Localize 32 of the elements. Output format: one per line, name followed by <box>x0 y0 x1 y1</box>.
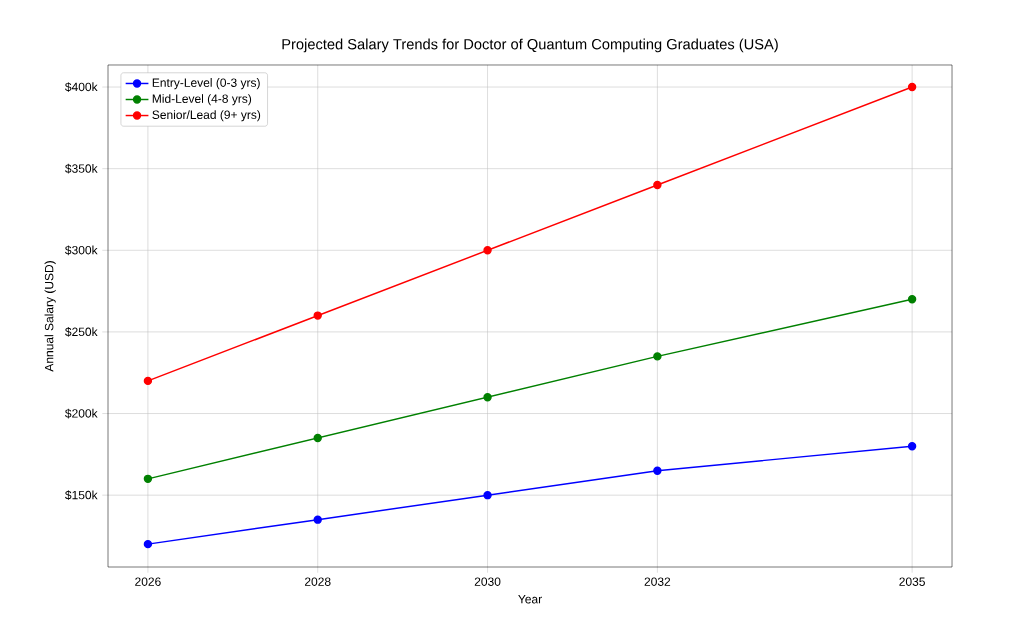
legend-label: Senior/Lead (9+ yrs) <box>152 110 261 122</box>
x-tick-label: 2030 <box>474 577 501 586</box>
y-tick-label: $200k <box>65 408 98 419</box>
point <box>907 441 917 451</box>
y-tick-label: $150k <box>65 490 98 501</box>
y-tick-label: $250k <box>65 327 98 337</box>
point <box>483 393 492 402</box>
x-tick-label: 2028 <box>304 577 331 586</box>
x-tick-label: 2035 <box>899 577 925 586</box>
point <box>483 246 492 255</box>
point <box>653 180 662 190</box>
point <box>313 433 322 443</box>
x-tick-label: 2032 <box>644 577 671 586</box>
chart-title: Projected Salary Trends for Doctor of Quantum Computing Graduates (USA) <box>282 38 778 53</box>
point <box>143 474 153 484</box>
point <box>313 311 322 320</box>
y-axis-title: Annual Salary (USD) <box>44 261 56 372</box>
point <box>143 376 153 386</box>
x-axis-title: Year <box>518 595 542 604</box>
point <box>483 490 492 500</box>
point <box>653 466 662 475</box>
x-tick-label: 2026 <box>135 577 161 586</box>
legend-label: Entry-Level (0-3 yrs) <box>152 78 260 90</box>
point <box>313 515 322 524</box>
y-tick-label: $350k <box>65 163 98 174</box>
point <box>143 539 153 549</box>
point <box>907 82 917 92</box>
point <box>653 352 662 361</box>
y-tick-label: $300k <box>65 245 98 256</box>
legend-label: Mid-Level (4-8 yrs) <box>152 94 252 106</box>
y-tick-label: $400k <box>65 82 98 92</box>
point <box>907 295 917 304</box>
